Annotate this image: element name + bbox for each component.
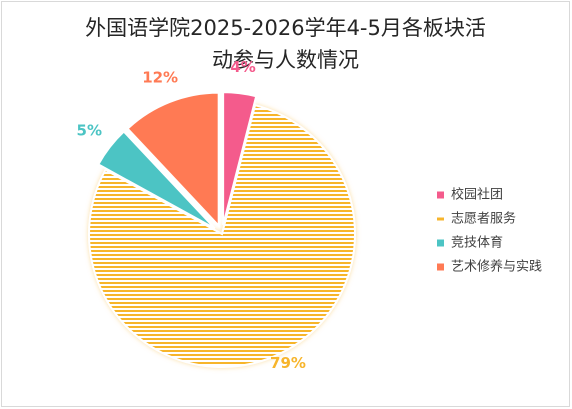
pie-slice-0: [88, 103, 356, 368]
chart-title-line2: 动参与人数情况: [212, 48, 359, 72]
chart-title: 外国语学院2025-2026学年4-5月各板块活 动参与人数情况: [2, 12, 569, 76]
legend-item-2: 竞技体育: [437, 235, 503, 251]
pie-slices: [88, 91, 356, 368]
data-label-0: 79%: [270, 354, 306, 372]
pie-slice-3: [222, 91, 258, 226]
legend-item-3: 艺术修养与实践: [437, 259, 542, 275]
legend-label-1: 志愿者服务: [451, 211, 516, 227]
pie-data-labels: 79% 5% 12% 4%: [77, 58, 306, 372]
data-label-3: 4%: [230, 58, 255, 76]
data-label-1: 5%: [77, 122, 102, 140]
legend-item-1: 志愿者服务: [437, 211, 516, 227]
pie-slice-2: [126, 91, 220, 229]
legend-label-0: 校园社团: [451, 187, 503, 203]
data-label-2: 12%: [142, 68, 178, 86]
legend-swatch-3: [437, 263, 444, 271]
legend-label-3: 艺术修养与实践: [451, 259, 542, 275]
chart-title-line1: 外国语学院2025-2026学年4-5月各板块活: [85, 16, 486, 40]
legend-item-0: 校园社团: [437, 187, 503, 203]
legend-swatch-1: [437, 217, 444, 221]
legend-swatch-0: [437, 191, 444, 199]
legend-label-2: 竞技体育: [451, 235, 503, 251]
legend-swatch-2: [437, 239, 444, 247]
pie-slice-1: [96, 130, 216, 230]
